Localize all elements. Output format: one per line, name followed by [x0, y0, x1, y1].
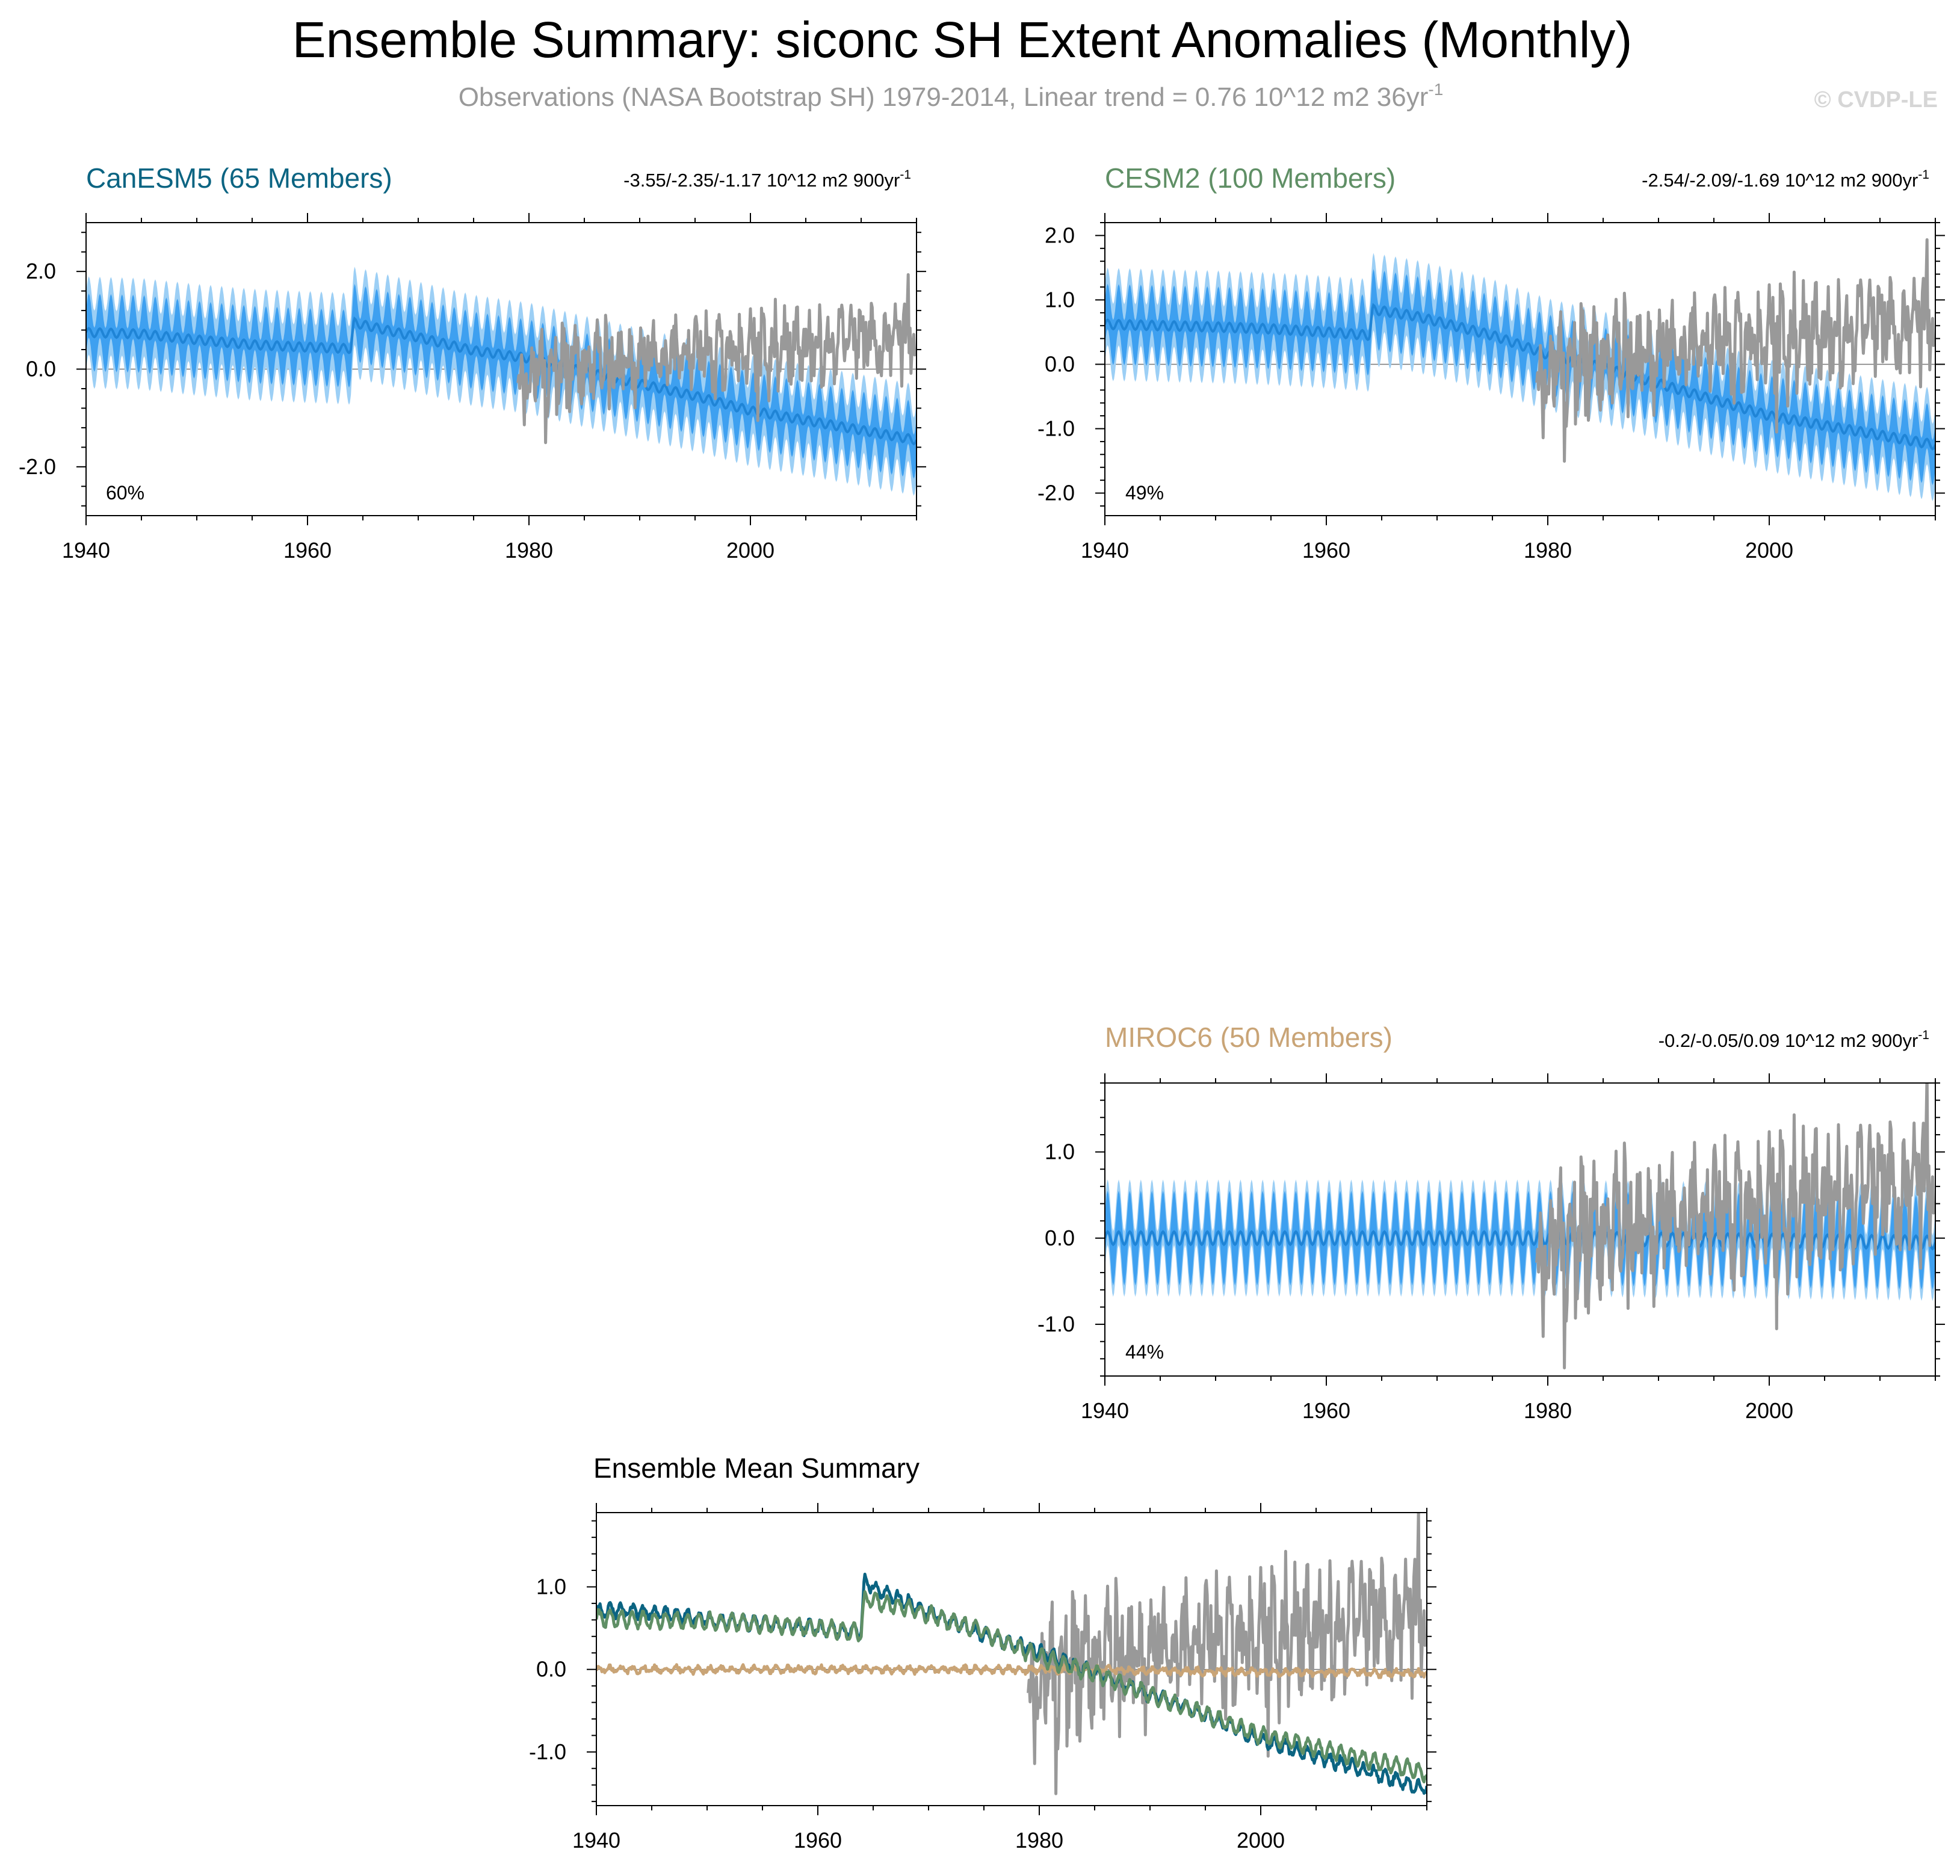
x-tick-label: 1980: [505, 538, 553, 563]
panel-title-canesm5: CanESM5 (65 Members): [86, 162, 392, 194]
percent-label-cesm2: 49%: [1125, 482, 1164, 504]
mean-line-cesm2: [596, 1590, 1427, 1784]
series-layer-miroc6: [1105, 1083, 1935, 1369]
observations-line: [1027, 1513, 1427, 1795]
trend-label-canesm5: -3.55/-2.35/-1.17 10^12 m2 900yr-1: [623, 168, 911, 191]
figure-subtitle-text: Observations (NASA Bootstrap SH) 1979-20…: [459, 82, 1429, 112]
x-tick-label: 1960: [1302, 538, 1350, 563]
percent-label-canesm5: 60%: [106, 482, 144, 504]
trend-label-cesm2: -2.54/-2.09/-1.69 10^12 m2 900yr-1: [1642, 168, 1929, 191]
panel-canesm5: CanESM5 (65 Members) -3.55/-2.35/-1.17 1…: [19, 162, 926, 563]
trend-text-canesm5: -3.55/-2.35/-1.17 10^12 m2 900yr: [623, 170, 900, 191]
series-layer-ensemble-mean: [596, 1513, 1427, 1795]
plot-area-ensemble-mean: 1940 1960 1980 2000 -1.0 0.0 1.0: [529, 1503, 1436, 1853]
trend-text-cesm2: -2.54/-2.09/-1.69 10^12 m2 900yr: [1642, 170, 1918, 191]
cvdp-watermark: © CVDP-LE: [1814, 87, 1938, 113]
trend-exponent-canesm5: -1: [900, 168, 911, 182]
plot-frame: [596, 1512, 1427, 1806]
y-tick-label: 1.0: [1045, 287, 1075, 312]
x-tick-label: 1940: [62, 538, 110, 563]
panel-title-ensemble-mean: Ensemble Mean Summary: [593, 1452, 920, 1484]
ensemble-mean-line: [1105, 303, 1935, 451]
y-tick-label: -1.0: [1037, 416, 1075, 441]
y-tick-label: 2.0: [26, 259, 56, 283]
y-tick-label: -2.0: [1037, 481, 1075, 505]
panel-title-cesm2: CESM2 (100 Members): [1105, 162, 1396, 194]
y-tick-label: 1.0: [1045, 1140, 1075, 1164]
y-tick-label: -1.0: [529, 1739, 566, 1764]
x-tick-label: 1960: [283, 538, 332, 563]
y-tick-label: 0.0: [1045, 1226, 1075, 1250]
x-tick-label: 2000: [1237, 1828, 1285, 1853]
x-tick-label: 2000: [726, 538, 774, 563]
x-tick-label: 1980: [1524, 1398, 1572, 1423]
x-tick-label: 1960: [794, 1828, 842, 1853]
figure-title: Ensemble Summary: siconc SH Extent Anoma…: [292, 11, 1633, 68]
y-tick-label: 2.0: [1045, 223, 1075, 247]
ensemble-spread-outer: [86, 267, 917, 496]
ensemble-spread-outer: [1105, 253, 1935, 501]
panel-ensemble-mean: Ensemble Mean Summary 1940 1960 1980 2000 -1…: [529, 1452, 1436, 1853]
panel-cesm2: CESM2 (100 Members) -2.54/-2.09/-1.69 10…: [1037, 162, 1945, 563]
y-tick-label: 1.0: [536, 1574, 566, 1599]
percent-label-miroc6: 44%: [1125, 1341, 1164, 1363]
figure-subtitle: Observations (NASA Bootstrap SH) 1979-20…: [459, 80, 1444, 112]
trend-exponent-miroc6: -1: [1918, 1028, 1929, 1042]
x-tick-label: 2000: [1745, 538, 1793, 563]
y-tick-label: 0.0: [536, 1657, 566, 1682]
x-tick-label: 1940: [572, 1828, 620, 1853]
trend-label-miroc6: -0.2/-0.05/0.09 10^12 m2 900yr-1: [1659, 1028, 1929, 1051]
series-layer-cesm2: [1105, 238, 1935, 501]
panel-title-miroc6: MIROC6 (50 Members): [1105, 1022, 1393, 1053]
plot-frame: [1104, 222, 1936, 516]
x-tick-label: 1940: [1081, 538, 1129, 563]
figure-subtitle-exponent: -1: [1428, 80, 1443, 99]
panel-miroc6: MIROC6 (50 Members) -0.2/-0.05/0.09 10^1…: [1037, 1022, 1945, 1423]
y-tick-label: 0.0: [26, 357, 56, 381]
y-tick-label: 0.0: [1045, 351, 1075, 376]
x-tick-label: 1940: [1081, 1398, 1129, 1423]
x-tick-label: 1960: [1302, 1398, 1350, 1423]
plot-frame: [1104, 1082, 1936, 1377]
trend-text-miroc6: -0.2/-0.05/0.09 10^12 m2 900yr: [1659, 1030, 1918, 1051]
observations-line: [1535, 238, 1935, 463]
observations-line: [1535, 1083, 1935, 1369]
y-tick-label: -1.0: [1037, 1312, 1075, 1336]
y-tick-label: -2.0: [19, 454, 56, 479]
ensemble-mean-line: [86, 316, 917, 446]
observations-line: [516, 273, 917, 445]
x-tick-label: 2000: [1745, 1398, 1793, 1423]
mean-line-miroc6: [596, 1663, 1427, 1679]
trend-exponent-cesm2: -1: [1918, 168, 1929, 182]
plot-area-cesm2: 1940 1960 1980 2000 -2.0 -1.0 0.0 1.0 2.0: [1037, 213, 1945, 563]
plot-area-canesm5: 1940 1960 1980 2000 -2.0 0.0 2.0: [19, 213, 926, 563]
series-layer-canesm5: [86, 267, 917, 496]
plot-area-miroc6: 1940 1960 1980 2000 -1.0 0.0 1.0: [1037, 1073, 1945, 1423]
x-tick-label: 1980: [1015, 1828, 1063, 1853]
x-tick-label: 1980: [1524, 538, 1572, 563]
